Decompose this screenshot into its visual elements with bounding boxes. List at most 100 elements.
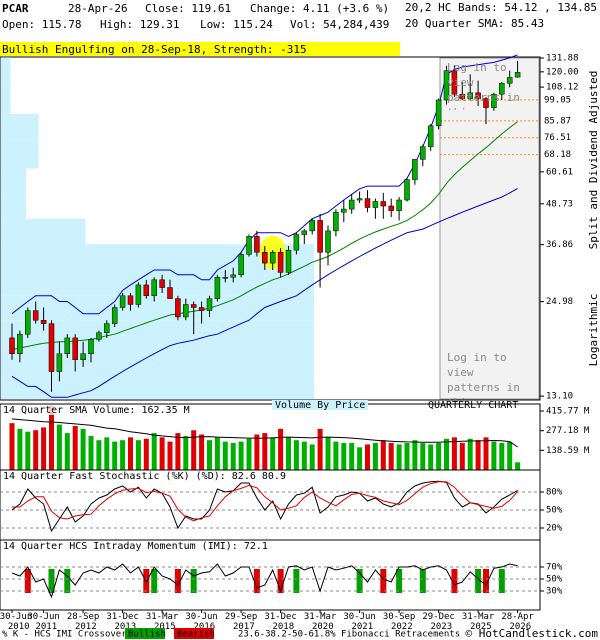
volume-bar xyxy=(467,438,473,470)
volume-bar xyxy=(428,444,434,470)
volume-bar xyxy=(128,437,133,470)
x-tick-label: 30-Jun 2016 xyxy=(185,612,218,632)
y-tick-label: 70% xyxy=(546,563,563,573)
volume-by-price-bar xyxy=(1,270,314,296)
candle-body xyxy=(404,179,410,201)
crossover-bar xyxy=(48,569,55,593)
crossover-bar xyxy=(483,569,489,593)
candle-body xyxy=(80,353,86,360)
volume-bar xyxy=(72,426,78,470)
fib-label: 99.05 xyxy=(544,95,571,105)
x-tick-label: 31-Dec 2018 xyxy=(264,612,297,632)
volume-by-price-bar xyxy=(1,140,39,169)
fib-label: 68.18 xyxy=(544,150,571,160)
legend-swatch xyxy=(125,628,165,639)
indicator-line xyxy=(11,480,518,533)
candle-body xyxy=(262,252,268,264)
volume-bar xyxy=(507,441,513,470)
y-tick-label: 50% xyxy=(546,575,563,585)
x-tick-label: 29-Dec 2023 xyxy=(422,612,455,632)
volume-bar xyxy=(49,405,54,470)
volume-bar xyxy=(388,443,394,470)
candle-body xyxy=(333,211,339,232)
candle-body xyxy=(214,277,221,299)
volume-bar xyxy=(483,437,489,470)
fib-label: 76.51 xyxy=(544,133,571,143)
volume-bar xyxy=(278,428,284,470)
panel-title: 14 Quarter SMA Volume: 162.35 M xyxy=(3,405,190,416)
volume-bar xyxy=(25,431,31,470)
legend-swatch xyxy=(174,628,214,639)
candle-body xyxy=(301,230,308,235)
candle-body xyxy=(88,339,94,354)
candle-body xyxy=(427,125,434,147)
crossover-bar xyxy=(277,569,284,593)
x-tick-label: 31-Mar 2015 xyxy=(146,612,179,632)
volume-bar xyxy=(199,434,205,470)
candle-body xyxy=(443,70,450,101)
candle-body xyxy=(198,307,205,311)
volume-bar xyxy=(333,441,339,470)
candle-body xyxy=(356,198,363,201)
annotation-box: Log in to view patterns in this area xyxy=(447,61,520,110)
bands-label: 20,2 HC Bands: 54.12 , 134.85 xyxy=(405,1,597,14)
panel-title: 14 Quarter HCS Intraday Momentum (IMI): … xyxy=(3,541,268,552)
volume-by-price-bar xyxy=(1,218,86,245)
change: Change: 4.11 (+3.6 %) xyxy=(250,2,389,15)
candle-body xyxy=(467,92,473,99)
candle-body xyxy=(285,249,292,273)
y-tick-label: 20% xyxy=(546,524,563,534)
candle-body xyxy=(412,159,418,180)
volume: Vol: 54,284,439 xyxy=(290,18,389,31)
candle-body xyxy=(317,220,323,253)
crossover-bar xyxy=(396,569,403,593)
volume-bar xyxy=(451,437,457,470)
crossover-bar xyxy=(293,569,300,593)
x-tick-label: 30-Sep 2022 xyxy=(383,612,416,632)
volume-bar xyxy=(317,428,323,470)
volume-bar xyxy=(191,430,197,470)
crossover-bar xyxy=(190,569,197,593)
candle-body xyxy=(396,199,402,211)
footer-text: % K - HCS IMI Crossover, xyxy=(2,630,132,640)
banner-bg xyxy=(0,42,400,56)
volume-bar xyxy=(41,427,47,470)
crossover-bar xyxy=(498,569,505,593)
annotation: Log in to view patterns in this area xyxy=(447,351,520,400)
y-tick-label: 80% xyxy=(546,488,563,498)
crossover-bar xyxy=(475,569,482,593)
y-tick-label: 108.12 xyxy=(546,83,579,93)
x-tick-label: 31-Mar 2025 xyxy=(462,612,495,632)
candle-body xyxy=(143,284,150,297)
crossover-bar xyxy=(151,569,158,593)
candle-body xyxy=(372,201,379,208)
volume-bar xyxy=(270,437,276,470)
legend-entry: Bullish xyxy=(128,630,166,640)
candle-body xyxy=(159,279,165,288)
volume-bar xyxy=(499,443,505,470)
volume-bar xyxy=(357,447,363,470)
volume-bar xyxy=(436,443,442,470)
volume-bar xyxy=(444,438,449,470)
candle-body xyxy=(483,98,489,108)
y-tick-label: 30% xyxy=(546,587,563,597)
volume-bar xyxy=(183,435,189,470)
volume-bar xyxy=(33,430,39,470)
x-tick-label: 28-Apr 2026 xyxy=(501,612,534,632)
y-tick-label: 120.00 xyxy=(546,67,579,77)
candle-body xyxy=(25,310,31,335)
candle-body xyxy=(475,92,481,99)
volume-bar xyxy=(214,437,220,470)
panel-title: 14 Quarter Fast Stochastic (%K) (%D): 82… xyxy=(3,471,286,482)
indicator-line xyxy=(11,563,518,599)
x-tick-label: 30-Jun 2011 xyxy=(27,612,60,632)
symbol: PCAR xyxy=(2,2,29,15)
y-tick-label: 50% xyxy=(546,506,563,516)
annotation-box: Log in to view patterns in this area xyxy=(447,351,520,400)
volume-bar xyxy=(515,462,521,470)
candle-body xyxy=(451,70,458,95)
annotation: Log in to view patterns in this area xyxy=(447,61,520,110)
volume-bar xyxy=(238,441,244,470)
volume-bar xyxy=(380,440,386,470)
candle-body xyxy=(206,298,213,311)
